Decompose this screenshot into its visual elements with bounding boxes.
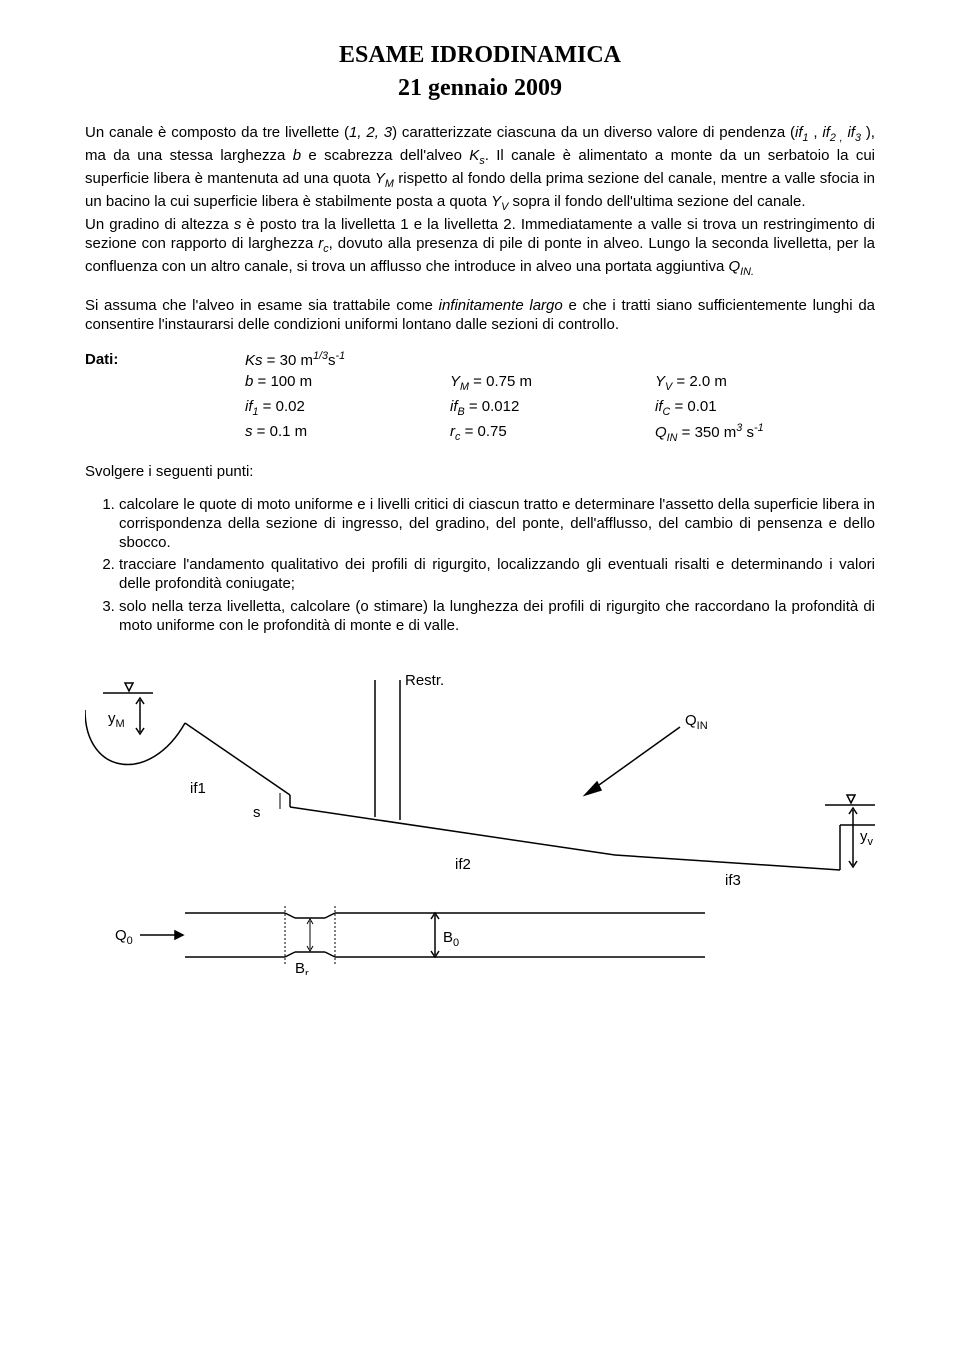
problem-paragraph-1: Un canale è composto da tre livellette (… <box>85 123 875 279</box>
data-label: Dati: <box>85 350 245 370</box>
label-Br: Br <box>295 960 309 975</box>
label-B0: B0 <box>443 929 459 949</box>
label-QIN: QIN <box>685 712 708 732</box>
exam-date: 21 gennaio 2009 <box>85 73 875 104</box>
label-restr: Restr. <box>405 672 444 689</box>
label-if2: if2 <box>455 856 471 873</box>
label-yV: yv <box>860 828 874 848</box>
tasks-list: calcolare le quote di moto uniforme e i … <box>85 495 875 635</box>
exam-title: ESAME IDRODINAMICA <box>85 40 875 71</box>
label-s: s <box>253 804 261 821</box>
task-3: solo nella terza livelletta, calcolare (… <box>119 597 875 635</box>
task-2: tracciare l'andamento qualitativo dei pr… <box>119 555 875 593</box>
label-Q0: Q0 <box>115 927 133 947</box>
label-yM: yM <box>108 710 125 730</box>
label-if1: if1 <box>190 780 206 797</box>
label-if3: if3 <box>725 872 741 889</box>
channel-diagram: yM Restr. QIN yv if1 s if2 if3 Q0 B0 Br <box>85 665 875 981</box>
tasks-intro: Svolgere i seguenti punti: <box>85 462 875 481</box>
task-1: calcolare le quote di moto uniforme e i … <box>119 495 875 553</box>
problem-paragraph-2: Si assuma che l'alveo in esame sia tratt… <box>85 296 875 334</box>
data-section: Dati: Ks = 30 m1/3s-1 b = 100 m YM = 0.7… <box>85 350 875 446</box>
